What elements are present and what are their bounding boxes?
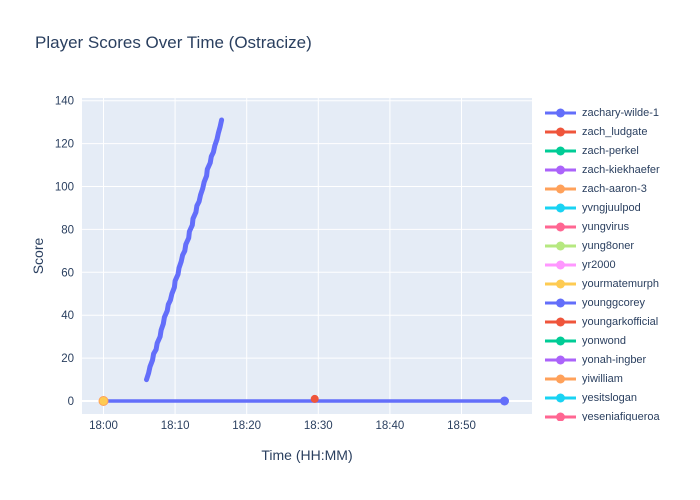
legend-label: yr2000 (582, 259, 616, 271)
plot-background (82, 98, 532, 414)
legend-line-marker-icon (544, 143, 577, 161)
legend-line-marker-icon (544, 257, 577, 275)
y-tick-label: 20 (61, 353, 74, 365)
legend-label: yung8oner (582, 240, 634, 252)
legend-label: zach_ludgate (582, 126, 648, 138)
legend-item-zach-perkel[interactable]: zach-perkel (544, 142, 696, 161)
legend-label: yourmatemurph (582, 278, 660, 290)
legend-label: zach-aaron-3 (582, 183, 647, 195)
legend-label: younggcorey (582, 297, 645, 309)
legend-line-marker-icon (544, 124, 577, 142)
y-tick-label: 140 (55, 96, 74, 108)
legend-item-zach-kiekhaefer[interactable]: zach-kiekhaefer (544, 161, 696, 180)
legend-item-yonwond[interactable]: yonwond (544, 332, 696, 351)
legend-line-marker-icon (544, 314, 577, 332)
legend-item-yung8oner[interactable]: yung8oner (544, 237, 696, 256)
series-marker-yourmatemurph[interactable] (99, 397, 108, 405)
legend-item-yonah-ingber[interactable]: yonah-ingber (544, 351, 696, 370)
legend-line-marker-icon (544, 333, 577, 351)
y-tick-label: 120 (55, 139, 74, 151)
x-tick-label: 18:20 (232, 420, 261, 432)
legend-label: yungvirus (582, 221, 630, 233)
legend-item-yeseniafigueroa[interactable]: yeseniafigueroa (544, 408, 696, 421)
legend-line-marker-icon (544, 295, 577, 313)
legend-line-marker-icon (544, 390, 577, 408)
legend-label: yesitslogan (582, 392, 638, 404)
legend-label: youngarkofficial (582, 316, 659, 328)
legend-line-marker-icon (544, 162, 577, 180)
x-tick-label: 18:00 (89, 420, 118, 432)
y-tick-label: 80 (61, 224, 74, 236)
legend-item-yiwilliam[interactable]: yiwilliam (544, 370, 696, 389)
x-tick-label: 18:10 (161, 420, 190, 432)
legend-line-marker-icon (544, 238, 577, 256)
legend-line-marker-icon (544, 352, 577, 370)
series-marker-youngarkofficial[interactable] (310, 394, 319, 403)
legend-line-marker-icon (544, 371, 577, 389)
legend-label: zach-kiekhaefer (582, 164, 660, 176)
legend-label: yonah-ingber (582, 354, 647, 366)
y-tick-label: 0 (68, 396, 74, 408)
legend-item-zach_ludgate[interactable]: zach_ludgate (544, 123, 696, 142)
legend: zachary-wilde-1 zach_ludgate zach-perkel za… (544, 104, 696, 421)
legend-label: yonwond (582, 335, 627, 347)
legend-line-marker-icon (544, 409, 577, 421)
chart-title: Player Scores Over Time (Ostracize) (35, 33, 312, 52)
legend-item-yr2000[interactable]: yr2000 (544, 256, 696, 275)
legend-item-zach-aaron-3[interactable]: zach-aaron-3 (544, 180, 696, 199)
legend-line-marker-icon (544, 105, 577, 123)
series-line-zachary-wilde-1[interactable] (144, 117, 225, 383)
legend-line-marker-icon (544, 276, 577, 294)
legend-item-yourmatemurph[interactable]: yourmatemurph (544, 275, 696, 294)
legend-item-yvngjuulpod[interactable]: yvngjuulpod (544, 199, 696, 218)
legend-label: zach-perkel (582, 145, 639, 157)
x-tick-label: 18:30 (304, 420, 333, 432)
legend-line-marker-icon (544, 219, 577, 237)
x-axis-title: Time (HH:MM) (261, 447, 353, 463)
legend-label: yeseniafigueroa (582, 411, 660, 421)
legend-line-marker-icon (544, 200, 577, 218)
y-tick-label: 60 (61, 267, 74, 279)
y-axis-title: Score (30, 237, 46, 275)
legend-item-yungvirus[interactable]: yungvirus (544, 218, 696, 237)
y-tick-label: 100 (55, 182, 74, 194)
y-tick-label: 40 (61, 310, 74, 322)
legend-label: yvngjuulpod (582, 202, 641, 214)
x-tick-label: 18:40 (376, 420, 405, 432)
legend-label: zachary-wilde-1 (582, 107, 660, 119)
legend-item-youngarkofficial[interactable]: youngarkofficial (544, 313, 696, 332)
legend-item-younggcorey[interactable]: younggcorey (544, 294, 696, 313)
legend-line-marker-icon (544, 181, 577, 199)
legend-item-yesitslogan[interactable]: yesitslogan (544, 389, 696, 408)
series-marker-younggcorey[interactable] (500, 396, 509, 406)
legend-label: yiwilliam (582, 373, 623, 385)
legend-item-zachary-wilde-1[interactable]: zachary-wilde-1 (544, 104, 696, 123)
x-tick-label: 18:50 (447, 420, 476, 432)
